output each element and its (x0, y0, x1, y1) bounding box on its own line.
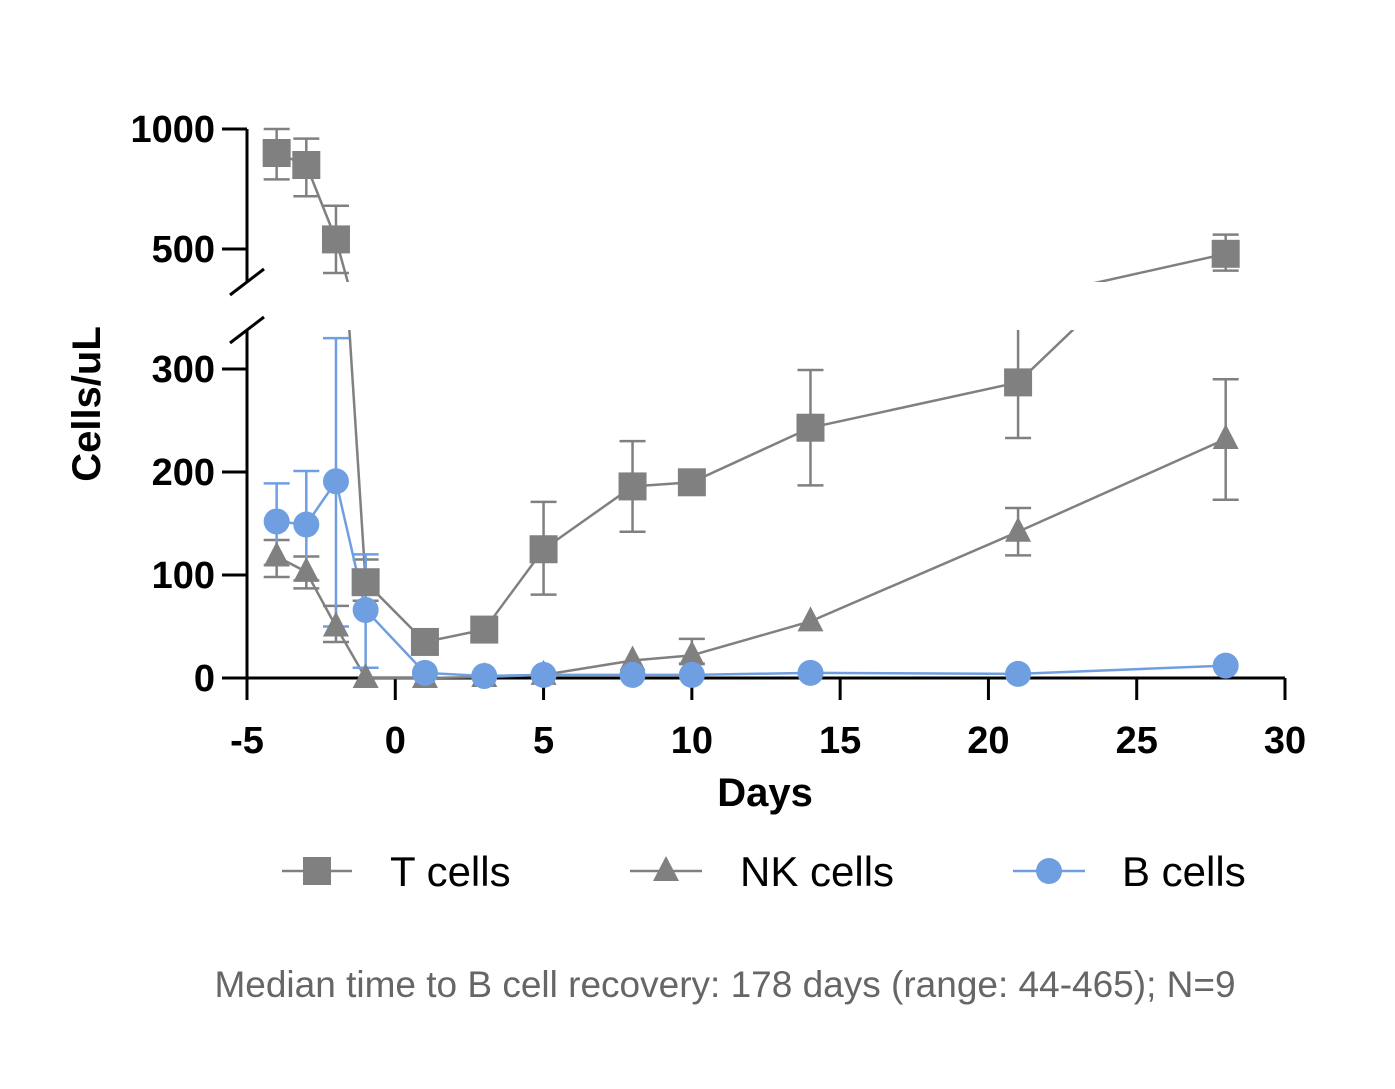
axis-break-mark (229, 315, 265, 345)
y-tick-label: 200 (152, 452, 215, 494)
x-tick-label: 10 (671, 720, 713, 762)
x-tick-label: 15 (819, 720, 861, 762)
y-tick-label: 300 (152, 349, 215, 391)
series-lines (263, 127, 1239, 680)
nk-cells-point (322, 611, 349, 637)
t-cells-lower-segment (348, 330, 1075, 644)
t-cells-upper-segment (263, 127, 1239, 282)
axis-break-mark (229, 267, 265, 297)
b-cells-point (1212, 652, 1239, 679)
t-cells-line (1017, 330, 1075, 384)
t-cells-point (677, 468, 706, 497)
nk-cells-point (352, 663, 379, 688)
b-cells-point (797, 659, 824, 686)
t-cells-point (796, 413, 825, 442)
b-cells-line (810, 671, 1019, 676)
nk-cells-line (632, 654, 692, 662)
y-tick-label: 100 (152, 555, 215, 597)
t-cells-point (351, 568, 380, 597)
t-cells-point (292, 151, 321, 179)
nk-cells-line (691, 620, 811, 657)
x-axis-title: Days (717, 771, 813, 815)
y-axis-title: Cells/uL (65, 326, 109, 482)
legend-swatch-marker (1036, 858, 1062, 884)
b-cells-point (1005, 660, 1032, 687)
legend-label: T cells (390, 848, 511, 895)
caption: Median time to B cell recovery: 178 days… (214, 964, 1235, 1005)
b-cells-line (364, 609, 426, 674)
nk-cells-line (543, 659, 633, 677)
y-tick-label: 0 (194, 658, 215, 700)
nk-cells-line (809, 530, 1019, 623)
legend-item-nk-cells: NK cells (630, 848, 894, 895)
t-cells-point (410, 627, 439, 656)
t-cells-point (529, 535, 558, 564)
nk-cells-point (678, 640, 705, 666)
b-cells-point (619, 661, 646, 688)
t-cells-line (334, 239, 350, 282)
b-cells-line (691, 671, 811, 677)
legend-item-b-cells: B cells (1013, 848, 1246, 895)
b-cells-line (1018, 664, 1226, 676)
legend: T cells NK cells B cells (282, 848, 1246, 895)
b-cells-point (411, 659, 438, 686)
legend-swatch-marker (303, 857, 331, 885)
t-cells-point (1004, 368, 1033, 397)
x-tick-label: 20 (967, 720, 1009, 762)
b-cells-point (678, 661, 705, 688)
x-tick-label: 25 (1116, 720, 1158, 762)
legend-swatch-marker (653, 856, 679, 881)
nk-cells-point (1005, 516, 1032, 542)
y-tick-label: 500 (152, 229, 215, 271)
t-cells-point (618, 472, 647, 501)
nk-cells-point (797, 606, 824, 632)
x-tick-label: 30 (1264, 720, 1306, 762)
x-tick-label: -5 (230, 720, 264, 762)
nk-cells-line (1017, 437, 1227, 533)
legend-label: NK cells (740, 848, 894, 895)
t-cells-point (321, 225, 350, 254)
b-cells-point (352, 597, 379, 624)
t-cells-line (810, 381, 1019, 429)
t-cells-line (1093, 252, 1226, 282)
b-cells-point (293, 511, 320, 538)
nk-cells-point (293, 556, 320, 582)
b-cells-point (471, 662, 498, 689)
t-cells-point (470, 615, 499, 644)
t-cells-line (691, 426, 812, 484)
legend-label: B cells (1122, 848, 1246, 895)
legend-item-t-cells: T cells (282, 848, 511, 895)
b-cells-point (322, 468, 349, 495)
x-tick-label: 0 (385, 720, 406, 762)
t-cells-line (542, 485, 634, 551)
b-cells-point (530, 661, 557, 688)
b-cells-point (263, 508, 290, 535)
x-tick-label: 5 (533, 720, 554, 762)
nk-cells-point (1212, 424, 1239, 450)
t-cells-point (262, 139, 291, 167)
t-cells-line (348, 330, 367, 583)
series-markers (262, 139, 1240, 689)
t-cells-point (1211, 239, 1240, 268)
y-tick-label: 1000 (130, 109, 215, 151)
nk-cells-point (263, 541, 290, 567)
nk-cells-lower-segment (263, 378, 1239, 680)
